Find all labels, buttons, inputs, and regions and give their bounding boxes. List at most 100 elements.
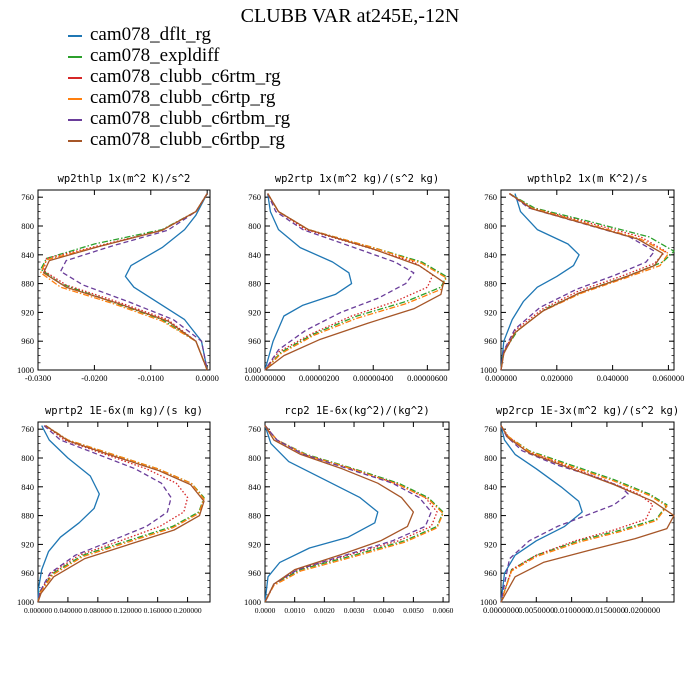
legend-swatch bbox=[68, 98, 82, 100]
y-tick-label: 800 bbox=[21, 453, 34, 463]
x-tick-label: 0.200000 bbox=[174, 606, 202, 615]
series-line-cam078_dflt_rg bbox=[124, 193, 208, 371]
series-line-cam078_clubb_c6rtp_rg bbox=[40, 193, 208, 371]
chart-panel-2: wp2rtp 1x(m^2 kg)/(s^2 kg) 760 800 840 880 92… bbox=[244, 173, 450, 383]
series-line-cam078_clubb_c6rtbp_rg bbox=[500, 193, 664, 371]
x-tick-label: 0.0000 bbox=[255, 606, 276, 615]
y-tick-label: 880 bbox=[21, 511, 34, 521]
series-line-cam078_expldiff bbox=[500, 425, 668, 603]
y-tick-label: 840 bbox=[248, 250, 261, 260]
y-tick-label: 960 bbox=[484, 568, 497, 578]
legend-swatch bbox=[68, 77, 82, 79]
x-tick-label: 0.040000 bbox=[597, 373, 629, 383]
series-line-cam078_clubb_c6rtm_rg bbox=[37, 425, 189, 603]
series-line-cam078_clubb_c6rtm_rg bbox=[42, 193, 208, 371]
y-tick-label: 760 bbox=[484, 192, 497, 202]
plot-frame bbox=[37, 189, 211, 371]
series-line-cam078_clubb_c6rtbp_rg bbox=[37, 425, 205, 603]
y-tick-label: 840 bbox=[21, 482, 34, 492]
x-tick-label: 0.00000400 bbox=[353, 373, 393, 383]
series-line-cam078_dflt_rg bbox=[264, 193, 353, 371]
series-line-cam078_clubb_c6rtbm_rg bbox=[37, 425, 172, 603]
x-tick-label: 0.060000 bbox=[652, 373, 684, 383]
legend-label: cam078_clubb_c6rtbp_rg bbox=[90, 129, 285, 150]
panel-title: wp2rtp 1x(m^2 kg)/(s^2 kg) bbox=[275, 173, 439, 185]
y-tick-label: 760 bbox=[484, 424, 497, 434]
x-tick-label: 0.0100000 bbox=[554, 605, 590, 615]
x-tick-label: -0.0100 bbox=[138, 373, 164, 383]
series-line-cam078_clubb_c6rtp_rg bbox=[37, 425, 205, 603]
x-tick-label: 0.0000000 bbox=[483, 605, 519, 615]
y-tick-label: 1000 bbox=[244, 597, 261, 607]
series-line-cam078_dflt_rg bbox=[37, 425, 100, 603]
series-line-cam078_clubb_c6rtbm_rg bbox=[500, 425, 629, 603]
series-line-cam078_clubb_c6rtbp_rg bbox=[264, 425, 415, 603]
chart-panel-6: wp2rcp 1E-3x(m^2 kg)/(s^2 kg) 760 800 840 88… bbox=[480, 405, 679, 615]
plot-frame bbox=[264, 189, 450, 371]
y-tick-label: 880 bbox=[484, 511, 497, 521]
panel-title: wp2rcp 1E-3x(m^2 kg)/(s^2 kg) bbox=[496, 405, 679, 417]
series-line-cam078_dflt_rg bbox=[264, 425, 379, 603]
series-line-cam078_expldiff bbox=[500, 193, 675, 371]
legend-swatch bbox=[68, 35, 82, 37]
x-tick-label: 0.0050000 bbox=[518, 605, 554, 615]
series-line-cam078_clubb_c6rtbp_rg bbox=[42, 193, 208, 371]
legend-swatch bbox=[68, 140, 82, 142]
y-tick-label: 1000 bbox=[480, 597, 497, 607]
x-tick-label: 0.0150000 bbox=[589, 605, 625, 615]
y-tick-label: 1000 bbox=[244, 365, 261, 375]
y-tick-label: 760 bbox=[21, 192, 34, 202]
chart-panel-4: wprtp2 1E-6x(m kg)/(s kg) 760 800 840 880 920… bbox=[17, 405, 211, 615]
y-tick-label: 800 bbox=[484, 221, 497, 231]
series-line-cam078_expldiff bbox=[40, 193, 208, 371]
x-tick-label: -0.0300 bbox=[25, 373, 51, 383]
x-tick-label: 0.0050 bbox=[403, 606, 424, 615]
x-tick-label: 0.020000 bbox=[541, 373, 573, 383]
x-tick-label: 0.00000200 bbox=[299, 373, 339, 383]
y-tick-label: 880 bbox=[484, 279, 497, 289]
series-line-cam078_clubb_c6rtbm_rg bbox=[59, 193, 208, 371]
y-tick-label: 960 bbox=[484, 336, 497, 346]
x-tick-label: -0.0200 bbox=[81, 373, 107, 383]
y-tick-label: 800 bbox=[248, 453, 261, 463]
legend-label: cam078_clubb_c6rtm_rg bbox=[90, 66, 281, 87]
plot-frame bbox=[500, 189, 675, 371]
x-tick-label: 0.00000000 bbox=[245, 373, 285, 383]
legend-swatch bbox=[68, 56, 82, 58]
x-tick-label: 0.0060 bbox=[433, 606, 454, 615]
series-line-cam078_dflt_rg bbox=[500, 425, 583, 603]
y-tick-label: 760 bbox=[21, 424, 34, 434]
series-line-cam078_clubb_c6rtbm_rg bbox=[264, 193, 415, 371]
series-line-cam078_dflt_rg bbox=[500, 193, 580, 371]
y-tick-label: 840 bbox=[21, 250, 34, 260]
y-tick-label: 960 bbox=[248, 568, 261, 578]
series-line-cam078_clubb_c6rtbp_rg bbox=[500, 425, 675, 603]
chart-panel-5: rcp2 1E-6x(kg^2)/(kg^2) 760 800 840 880 920 96… bbox=[244, 405, 454, 615]
x-tick-label: 0.0020 bbox=[314, 606, 335, 615]
y-tick-label: 1000 bbox=[17, 365, 34, 375]
y-tick-label: 920 bbox=[248, 539, 261, 549]
x-tick-label: 0.080000 bbox=[84, 606, 112, 615]
panel-title: wp2thlp 1x(m^2 K)/s^2 bbox=[58, 173, 191, 185]
y-tick-label: 1000 bbox=[480, 365, 497, 375]
x-tick-label: 0.040000 bbox=[54, 606, 82, 615]
legend-label: cam078_clubb_c6rtp_rg bbox=[90, 87, 276, 108]
chart-panel-3: wpthlp2 1x(m K^2)/s 760 800 840 880 920 960 100… bbox=[480, 173, 684, 383]
x-tick-label: 0.120000 bbox=[114, 606, 142, 615]
y-tick-label: 840 bbox=[484, 482, 497, 492]
x-tick-label: 0.0040 bbox=[373, 606, 394, 615]
x-tick-label: 0.0000 bbox=[195, 373, 218, 383]
y-tick-label: 920 bbox=[248, 307, 261, 317]
legend-swatch bbox=[68, 119, 82, 121]
y-tick-label: 1000 bbox=[17, 597, 34, 607]
y-tick-label: 800 bbox=[21, 221, 34, 231]
x-tick-label: 0.0010 bbox=[284, 606, 305, 615]
y-tick-label: 760 bbox=[248, 192, 261, 202]
x-tick-label: 0.000000 bbox=[485, 373, 517, 383]
y-tick-label: 880 bbox=[248, 511, 261, 521]
x-tick-label: 0.0030 bbox=[344, 606, 365, 615]
x-tick-label: 0.00000600 bbox=[407, 373, 447, 383]
y-tick-label: 920 bbox=[21, 539, 34, 549]
y-tick-label: 920 bbox=[21, 307, 34, 317]
